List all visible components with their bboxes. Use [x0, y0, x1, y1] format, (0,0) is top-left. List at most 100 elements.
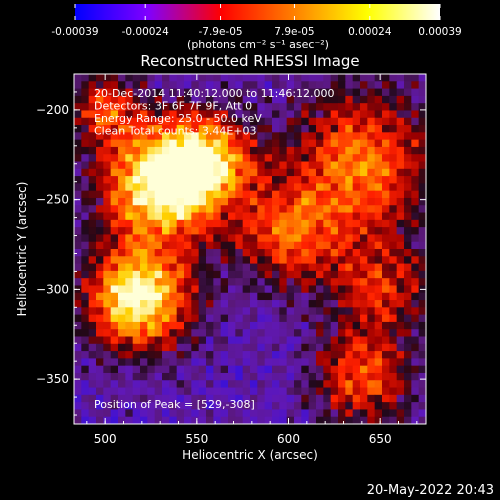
heatmap-cell: [103, 394, 112, 403]
heatmap-cell: [338, 95, 346, 104]
heatmap-cell: [154, 88, 163, 97]
heatmap-cell: [272, 146, 280, 155]
heatmap-cell: [257, 139, 266, 148]
heatmap-cell: [352, 380, 361, 389]
heatmap-cell: [125, 343, 134, 352]
heatmap-cell: [396, 365, 405, 374]
heatmap-cell: [418, 256, 426, 265]
heatmap-cell: [81, 88, 90, 97]
heatmap-cell: [330, 161, 339, 170]
heatmap-cell: [308, 205, 317, 214]
heatmap-cell: [360, 394, 368, 403]
heatmap-cell: [191, 125, 200, 133]
heatmap-cell: [191, 416, 200, 424]
heatmap-cell: [286, 103, 295, 112]
heatmap-cell: [110, 212, 119, 221]
heatmap-cell: [220, 387, 229, 396]
heatmap-cell: [294, 321, 302, 330]
heatmap-cell: [338, 241, 346, 250]
heatmap-cell: [308, 197, 317, 206]
heatmap-cell: [286, 176, 295, 184]
heatmap-cell: [110, 205, 119, 214]
heatmap-cell: [125, 409, 134, 418]
heatmap-cell: [389, 358, 398, 367]
heatmap-cell: [118, 336, 126, 345]
heatmap-cell: [374, 314, 383, 323]
heatmap-cell: [316, 95, 324, 104]
heatmap-cell: [382, 329, 390, 338]
heatmap-cell: [228, 285, 236, 294]
heatmap-cell: [389, 329, 398, 338]
heatmap-cell: [411, 358, 420, 367]
heatmap-cell: [132, 321, 141, 330]
heatmap-cell: [103, 365, 112, 374]
heatmap-cell: [323, 74, 332, 82]
heatmap-cell: [286, 74, 295, 82]
heatmap-cell: [125, 402, 134, 411]
heatmap-cell: [345, 176, 354, 184]
heatmap-cell: [110, 321, 119, 330]
heatmap-cell: [88, 219, 97, 228]
heatmap-cell: [330, 154, 339, 163]
heatmap-cell: [162, 270, 170, 279]
heatmap-cell: [206, 387, 214, 396]
heatmap-cell: [279, 343, 288, 352]
heatmap-cell: [264, 110, 273, 119]
heatmap-cell: [396, 380, 405, 389]
heatmap-cell: [74, 212, 82, 221]
heatmap-cell: [132, 329, 141, 338]
heatmap-cell: [411, 307, 420, 316]
heatmap-cell: [257, 227, 266, 236]
heatmap-cell: [323, 117, 332, 126]
heatmap-cell: [213, 161, 222, 170]
heatmap-cell: [279, 402, 288, 411]
heatmap-cell: [213, 190, 222, 199]
heatmap-cell: [286, 212, 295, 221]
heatmap-cell: [338, 125, 346, 133]
heatmap-cell: [169, 292, 178, 301]
heatmap-cell: [147, 125, 156, 133]
heatmap-cell: [418, 146, 426, 155]
heatmap-cell: [264, 278, 273, 287]
heatmap-cell: [396, 292, 405, 301]
heatmap-cell: [81, 300, 90, 308]
heatmap-image: [74, 74, 426, 424]
heatmap-cell: [74, 314, 82, 323]
heatmap-cell: [345, 197, 354, 206]
heatmap-cell: [308, 292, 317, 301]
heatmap-cell: [382, 358, 390, 367]
heatmap-cell: [323, 190, 332, 199]
heatmap-cell: [301, 95, 310, 104]
heatmap-cell: [213, 197, 222, 206]
heatmap-cell: [228, 365, 236, 374]
heatmap-cell: [132, 409, 141, 418]
heatmap-cell: [118, 197, 126, 206]
heatmap-cell: [220, 234, 229, 243]
heatmap-cell: [323, 154, 332, 163]
heatmap-cell: [162, 402, 170, 411]
heatmap-cell: [316, 343, 324, 352]
heatmap-cell: [110, 190, 119, 199]
heatmap-cell: [360, 125, 368, 133]
heatmap-cell: [140, 95, 148, 104]
heatmap-cell: [345, 241, 354, 250]
heatmap-cell: [418, 387, 426, 396]
heatmap-cell: [308, 380, 317, 389]
heatmap-cell: [257, 329, 266, 338]
heatmap-cell: [272, 351, 280, 359]
heatmap-cell: [118, 161, 126, 170]
heatmap-cell: [257, 125, 266, 133]
heatmap-cell: [264, 146, 273, 155]
heatmap-cell: [206, 300, 214, 308]
heatmap-cell: [118, 358, 126, 367]
heatmap-cell: [294, 343, 302, 352]
heatmap-cell: [367, 256, 376, 265]
heatmap-cell: [132, 278, 141, 287]
heatmap-cell: [110, 234, 119, 243]
heatmap-cell: [213, 256, 222, 265]
heatmap-cell: [176, 387, 185, 396]
heatmap-cell: [176, 168, 185, 177]
heatmap-cell: [286, 336, 295, 345]
heatmap-cell: [103, 300, 112, 308]
heatmap-cell: [118, 117, 126, 126]
